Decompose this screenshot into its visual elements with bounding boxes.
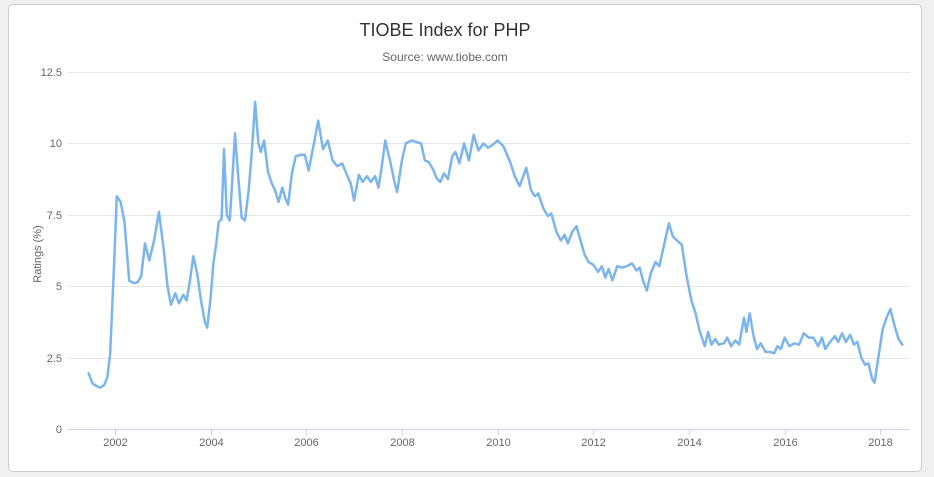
x-tick-label: 2018	[868, 437, 893, 449]
y-tick-label: 0	[55, 423, 62, 436]
chart-title: TIOBE Index for PHP	[359, 20, 531, 40]
y-tick-label: 12.5	[40, 66, 62, 79]
x-tick-label: 2012	[581, 437, 606, 449]
chart-subtitle: Source: www.tiobe.com	[382, 50, 508, 64]
y-tick-label: 10	[49, 137, 62, 150]
x-tick-label: 2008	[390, 437, 415, 449]
y-tick-label: 7.5	[46, 209, 62, 222]
y-tick-label: 5	[55, 280, 62, 293]
x-tick-label: 2010	[486, 437, 511, 449]
x-tick-label: 2014	[677, 437, 702, 449]
chart-panel: TIOBE Index for PHP Source: www.tiobe.co…	[8, 4, 922, 472]
series-line-php	[87, 100, 904, 389]
y-tick-label: 2.5	[46, 352, 62, 365]
x-tick-label: 2004	[199, 437, 224, 449]
x-tick-label: 2006	[294, 437, 319, 449]
x-tick-label: 2016	[773, 437, 798, 449]
x-tick-label: 2002	[103, 437, 128, 449]
